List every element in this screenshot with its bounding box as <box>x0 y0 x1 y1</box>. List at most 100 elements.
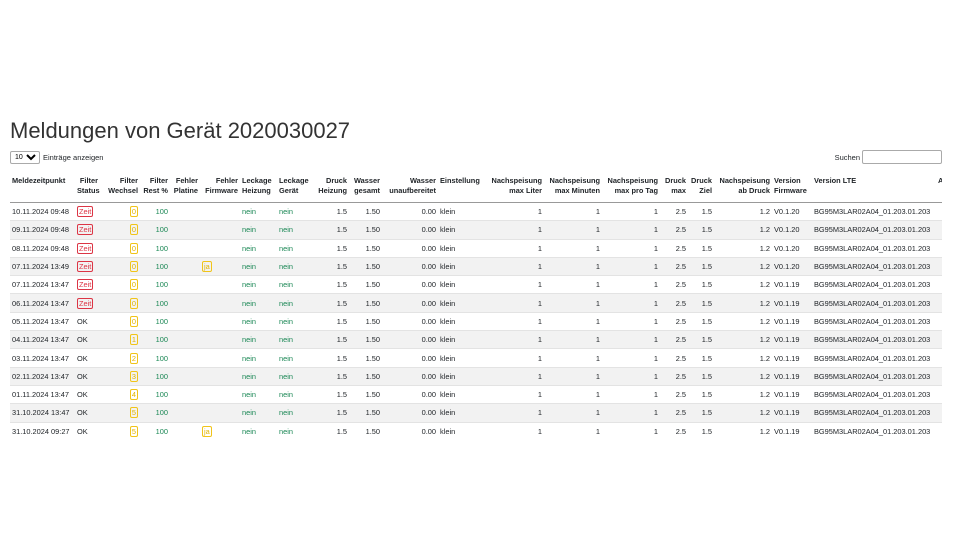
table-cell: nein <box>277 421 312 440</box>
cell-text: 100 <box>155 353 168 363</box>
column-header: Nachspeisung max pro Tag <box>602 174 660 203</box>
table-cell: klein <box>438 366 486 386</box>
cell-text: klein <box>440 390 456 400</box>
table-cell: 1 <box>602 256 660 276</box>
table-cell: klein <box>438 275 486 294</box>
table-cell: 2.5 <box>660 293 688 313</box>
cell-text: 1.50 <box>365 316 380 326</box>
table-cell: 1 <box>544 201 602 221</box>
length-label: Einträge anzeigen <box>43 153 104 162</box>
table-cell: nein <box>277 384 312 404</box>
cell-text: klein <box>440 353 456 363</box>
cell-text: 1.5 <box>701 335 712 345</box>
table-cell: 1.5 <box>688 330 714 349</box>
table-cell: 100 <box>140 238 170 258</box>
table-cell: 100 <box>140 256 170 276</box>
table-cell: 1.50 <box>349 201 382 221</box>
table-cell: 01.11.2024 13:47 <box>10 384 75 404</box>
table-cell <box>936 275 942 294</box>
table-cell <box>170 366 200 386</box>
table-cell <box>936 220 942 240</box>
cell-text: OK <box>77 426 88 436</box>
cell-text: nein <box>279 426 293 436</box>
badge: ja <box>202 425 212 437</box>
table-cell: 100 <box>140 220 170 240</box>
cell-text: klein <box>440 298 456 308</box>
cell-text: klein <box>440 243 456 253</box>
table-cell: V0.1.20 <box>772 238 812 258</box>
table-cell: 04.11.2024 13:47 <box>10 330 75 349</box>
badge: 0 <box>129 224 138 236</box>
table-cell: 1.5 <box>312 311 349 331</box>
table-cell: nein <box>277 348 312 368</box>
table-cell <box>936 421 942 440</box>
badge: 0 <box>129 279 138 291</box>
cell-text: 1 <box>595 316 600 326</box>
table-cell: 05.11.2024 13:47 <box>10 311 75 331</box>
badge: 0 <box>129 297 138 309</box>
cell-text: 1 <box>537 280 542 290</box>
table-cell: 0.00 <box>382 403 438 423</box>
table-cell: 1.2 <box>714 384 772 404</box>
table-cell: 100 <box>140 366 170 386</box>
cell-text: 05.11.2024 13:47 <box>12 316 69 326</box>
cell-text: 1.5 <box>336 262 347 272</box>
cell-text: 1.50 <box>365 207 380 217</box>
length-select[interactable]: 100 <box>10 151 40 164</box>
cell-text: 1.2 <box>759 316 770 326</box>
cell-text: 0.00 <box>421 225 436 235</box>
cell-text: 1.5 <box>336 353 347 363</box>
table-cell: 07.11.2024 13:47 <box>10 275 75 294</box>
table-cell: 0.00 <box>382 384 438 404</box>
table-cell: BG95M3LAR02A04_01.203.01.203 <box>812 311 936 331</box>
cell-text: 1.2 <box>759 426 770 436</box>
search-input[interactable] <box>862 150 942 164</box>
table-cell: 31.10.2024 09:27 <box>10 421 75 440</box>
table-cell: klein <box>438 330 486 349</box>
cell-text: 1.5 <box>336 390 347 400</box>
cell-text: V0.1.19 <box>774 408 800 418</box>
table-cell: 100 <box>140 421 170 440</box>
column-header: Nachspeisung max Liter <box>486 174 544 203</box>
page-title: Meldungen von Gerät 2020030027 <box>10 118 351 143</box>
table-cell <box>936 384 942 404</box>
table-cell: OK <box>75 403 100 423</box>
table-cell: 1.5 <box>312 421 349 440</box>
cell-text: 1.5 <box>336 298 347 308</box>
cell-text: 100 <box>155 243 168 253</box>
table-cell: 1 <box>486 293 544 313</box>
cell-text: 0.00 <box>421 371 436 381</box>
table-cell <box>170 220 200 240</box>
table-cell: 1.5 <box>312 403 349 423</box>
table-cell: BG95M3LAR02A04_01.203.01.203 <box>812 330 936 349</box>
cell-text: nein <box>242 262 256 272</box>
table-cell: 0 <box>100 238 140 258</box>
table-cell: 0 <box>100 293 140 313</box>
table-cell: 1 <box>544 311 602 331</box>
table-cell <box>200 238 240 258</box>
table-cell: 0 <box>100 256 140 276</box>
table-body: 10.11.2024 09:48 Zeit 0 100 nein nein 1.5 1.50 0… <box>10 201 942 440</box>
table-cell: 1 <box>486 220 544 240</box>
status-badge: Zeit <box>77 224 94 236</box>
cell-text: 0.00 <box>421 280 436 290</box>
table-cell: 1 <box>602 238 660 258</box>
cell-text: 2.5 <box>675 316 686 326</box>
cell-text: 1 <box>537 262 542 272</box>
table-cell: 0 <box>100 220 140 240</box>
cell-text: 1.2 <box>759 298 770 308</box>
cell-text: 1.5 <box>701 426 712 436</box>
cell-text: 100 <box>155 316 168 326</box>
cell-text: 100 <box>155 335 168 345</box>
table-cell: BG95M3LAR02A04_01.203.01.203 <box>812 275 936 294</box>
cell-text: 2.5 <box>675 280 686 290</box>
badge: ja <box>202 261 212 273</box>
cell-text: 1.5 <box>701 353 712 363</box>
cell-text: nein <box>279 280 293 290</box>
cell-text: BG95M3LAR02A04_01.203.01.203 <box>814 335 931 345</box>
table-cell: BG95M3LAR02A04_01.203.01.203 <box>812 238 936 258</box>
badge: 0 <box>129 242 138 254</box>
cell-text: 09.11.2024 09:48 <box>12 225 69 235</box>
cell-text: V0.1.19 <box>774 316 800 326</box>
table-cell: V0.1.20 <box>772 220 812 240</box>
